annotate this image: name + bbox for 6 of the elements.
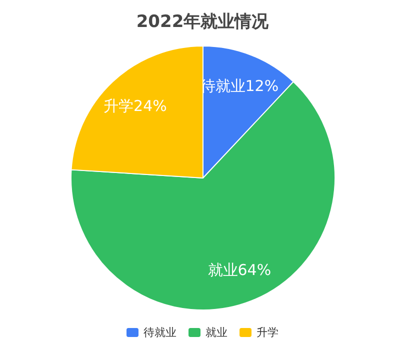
legend-label: 待就业 [144, 326, 176, 339]
legend-label: 就业 [206, 326, 228, 339]
legend-label: 升学 [256, 326, 278, 339]
data-label: 就业64% [208, 261, 272, 280]
data-label: 升学24% [104, 96, 167, 115]
chart-title: 2022年就业情况 [136, 12, 270, 32]
